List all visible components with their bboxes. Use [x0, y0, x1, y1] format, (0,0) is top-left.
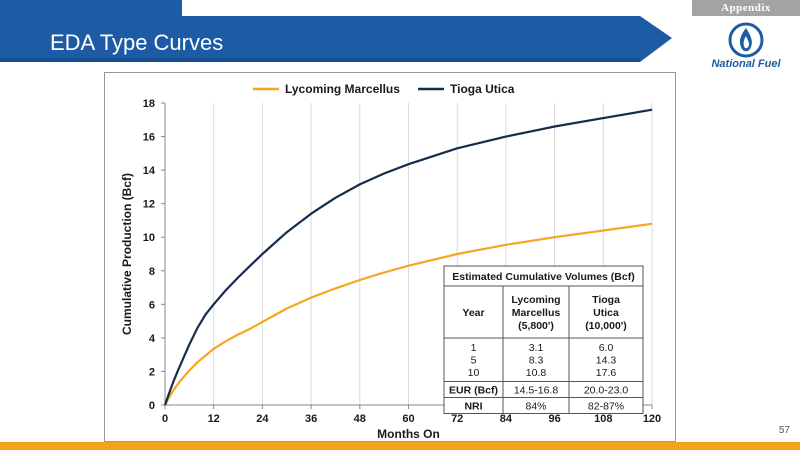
x-tick-label: 48	[354, 413, 366, 425]
table-cell: 5	[471, 355, 477, 367]
series-line	[163, 108, 653, 406]
y-tick-label: 18	[143, 98, 155, 110]
national-fuel-logo: National Fuel	[700, 22, 792, 74]
logo-text: National Fuel	[711, 58, 781, 70]
bottom-accent-bar	[0, 442, 800, 450]
x-tick-label: 24	[256, 413, 269, 425]
x-tick-label: 120	[643, 413, 661, 425]
y-tick-label: 0	[149, 400, 155, 412]
y-tick-label: 16	[143, 132, 155, 144]
top-left-band	[0, 0, 182, 16]
series-line	[164, 222, 653, 406]
table-nri-cell: NRI	[464, 401, 482, 413]
table-title: Estimated Cumulative Volumes (Bcf)	[452, 271, 634, 283]
table-cell: 8.3	[529, 355, 544, 367]
table-cell: 3.1	[529, 342, 544, 354]
y-axis-title: Cumulative Production (Bcf)	[120, 173, 134, 335]
y-tick-label: 10	[143, 232, 155, 244]
x-tick-label: 12	[208, 413, 220, 425]
x-axis-title: Months On	[377, 427, 440, 441]
table-cell: 14.3	[596, 355, 617, 367]
legend-label: Lycoming Marcellus	[285, 82, 400, 96]
y-tick-label: 8	[149, 266, 155, 278]
title-bar-shape	[0, 16, 672, 62]
table-header-cell: Lycoming	[511, 294, 560, 306]
legend-label: Tioga Utica	[450, 82, 515, 96]
title-bar-shadow	[0, 58, 640, 62]
table-cell: 10	[468, 367, 480, 379]
page-title: EDA Type Curves	[50, 30, 223, 55]
page-number: 57	[778, 425, 790, 436]
table-nri-cell: 82-87%	[588, 401, 624, 413]
table-cell: 10.8	[526, 367, 547, 379]
table-header-cell: Utica	[593, 307, 619, 319]
x-tick-label: 72	[451, 413, 463, 425]
table-eur-cell: 20.0-23.0	[584, 385, 629, 397]
title-banner: EDA Type Curves	[0, 0, 672, 62]
y-tick-label: 14	[143, 165, 156, 177]
table-cell: 1	[471, 342, 477, 354]
type-curve-chart: 0 12 24 36 48 60 72 84 96 108 120024681012141618Mo…	[120, 82, 661, 441]
x-tick-label: 60	[402, 413, 414, 425]
table-header-cell: (5,800')	[518, 320, 554, 332]
table-cell: 6.0	[599, 342, 614, 354]
table-nri-cell: 84%	[525, 401, 546, 413]
y-tick-label: 4	[149, 333, 156, 345]
table-eur-cell: 14.5-16.8	[514, 385, 559, 397]
table-cell: 17.6	[596, 367, 617, 379]
flame-icon	[728, 22, 764, 58]
y-tick-label: 6	[149, 299, 155, 311]
table-frame	[443, 265, 644, 414]
x-tick-label: 84	[500, 413, 513, 425]
table-header-cell: Tioga	[592, 294, 620, 306]
y-tick-label: 2	[149, 366, 155, 378]
table-header-cell: Year	[462, 307, 484, 319]
x-tick-label: 0	[162, 413, 168, 425]
chart-frame: 0 12 24 36 48 60 72 84 96 108 120 0 2 4 6 8 10 12 14 16 18 Mo…	[104, 72, 676, 442]
table-header-cell: Marcellus	[512, 307, 561, 319]
x-tick-label: 108	[594, 413, 612, 425]
x-tick-label: 36	[305, 413, 317, 425]
appendix-tab: Appendix	[692, 0, 800, 16]
table-header-cell: (10,000')	[585, 320, 627, 332]
x-tick-label: 96	[548, 413, 560, 425]
y-tick-label: 12	[143, 199, 155, 211]
table-eur-cell: EUR (Bcf)	[449, 385, 498, 397]
